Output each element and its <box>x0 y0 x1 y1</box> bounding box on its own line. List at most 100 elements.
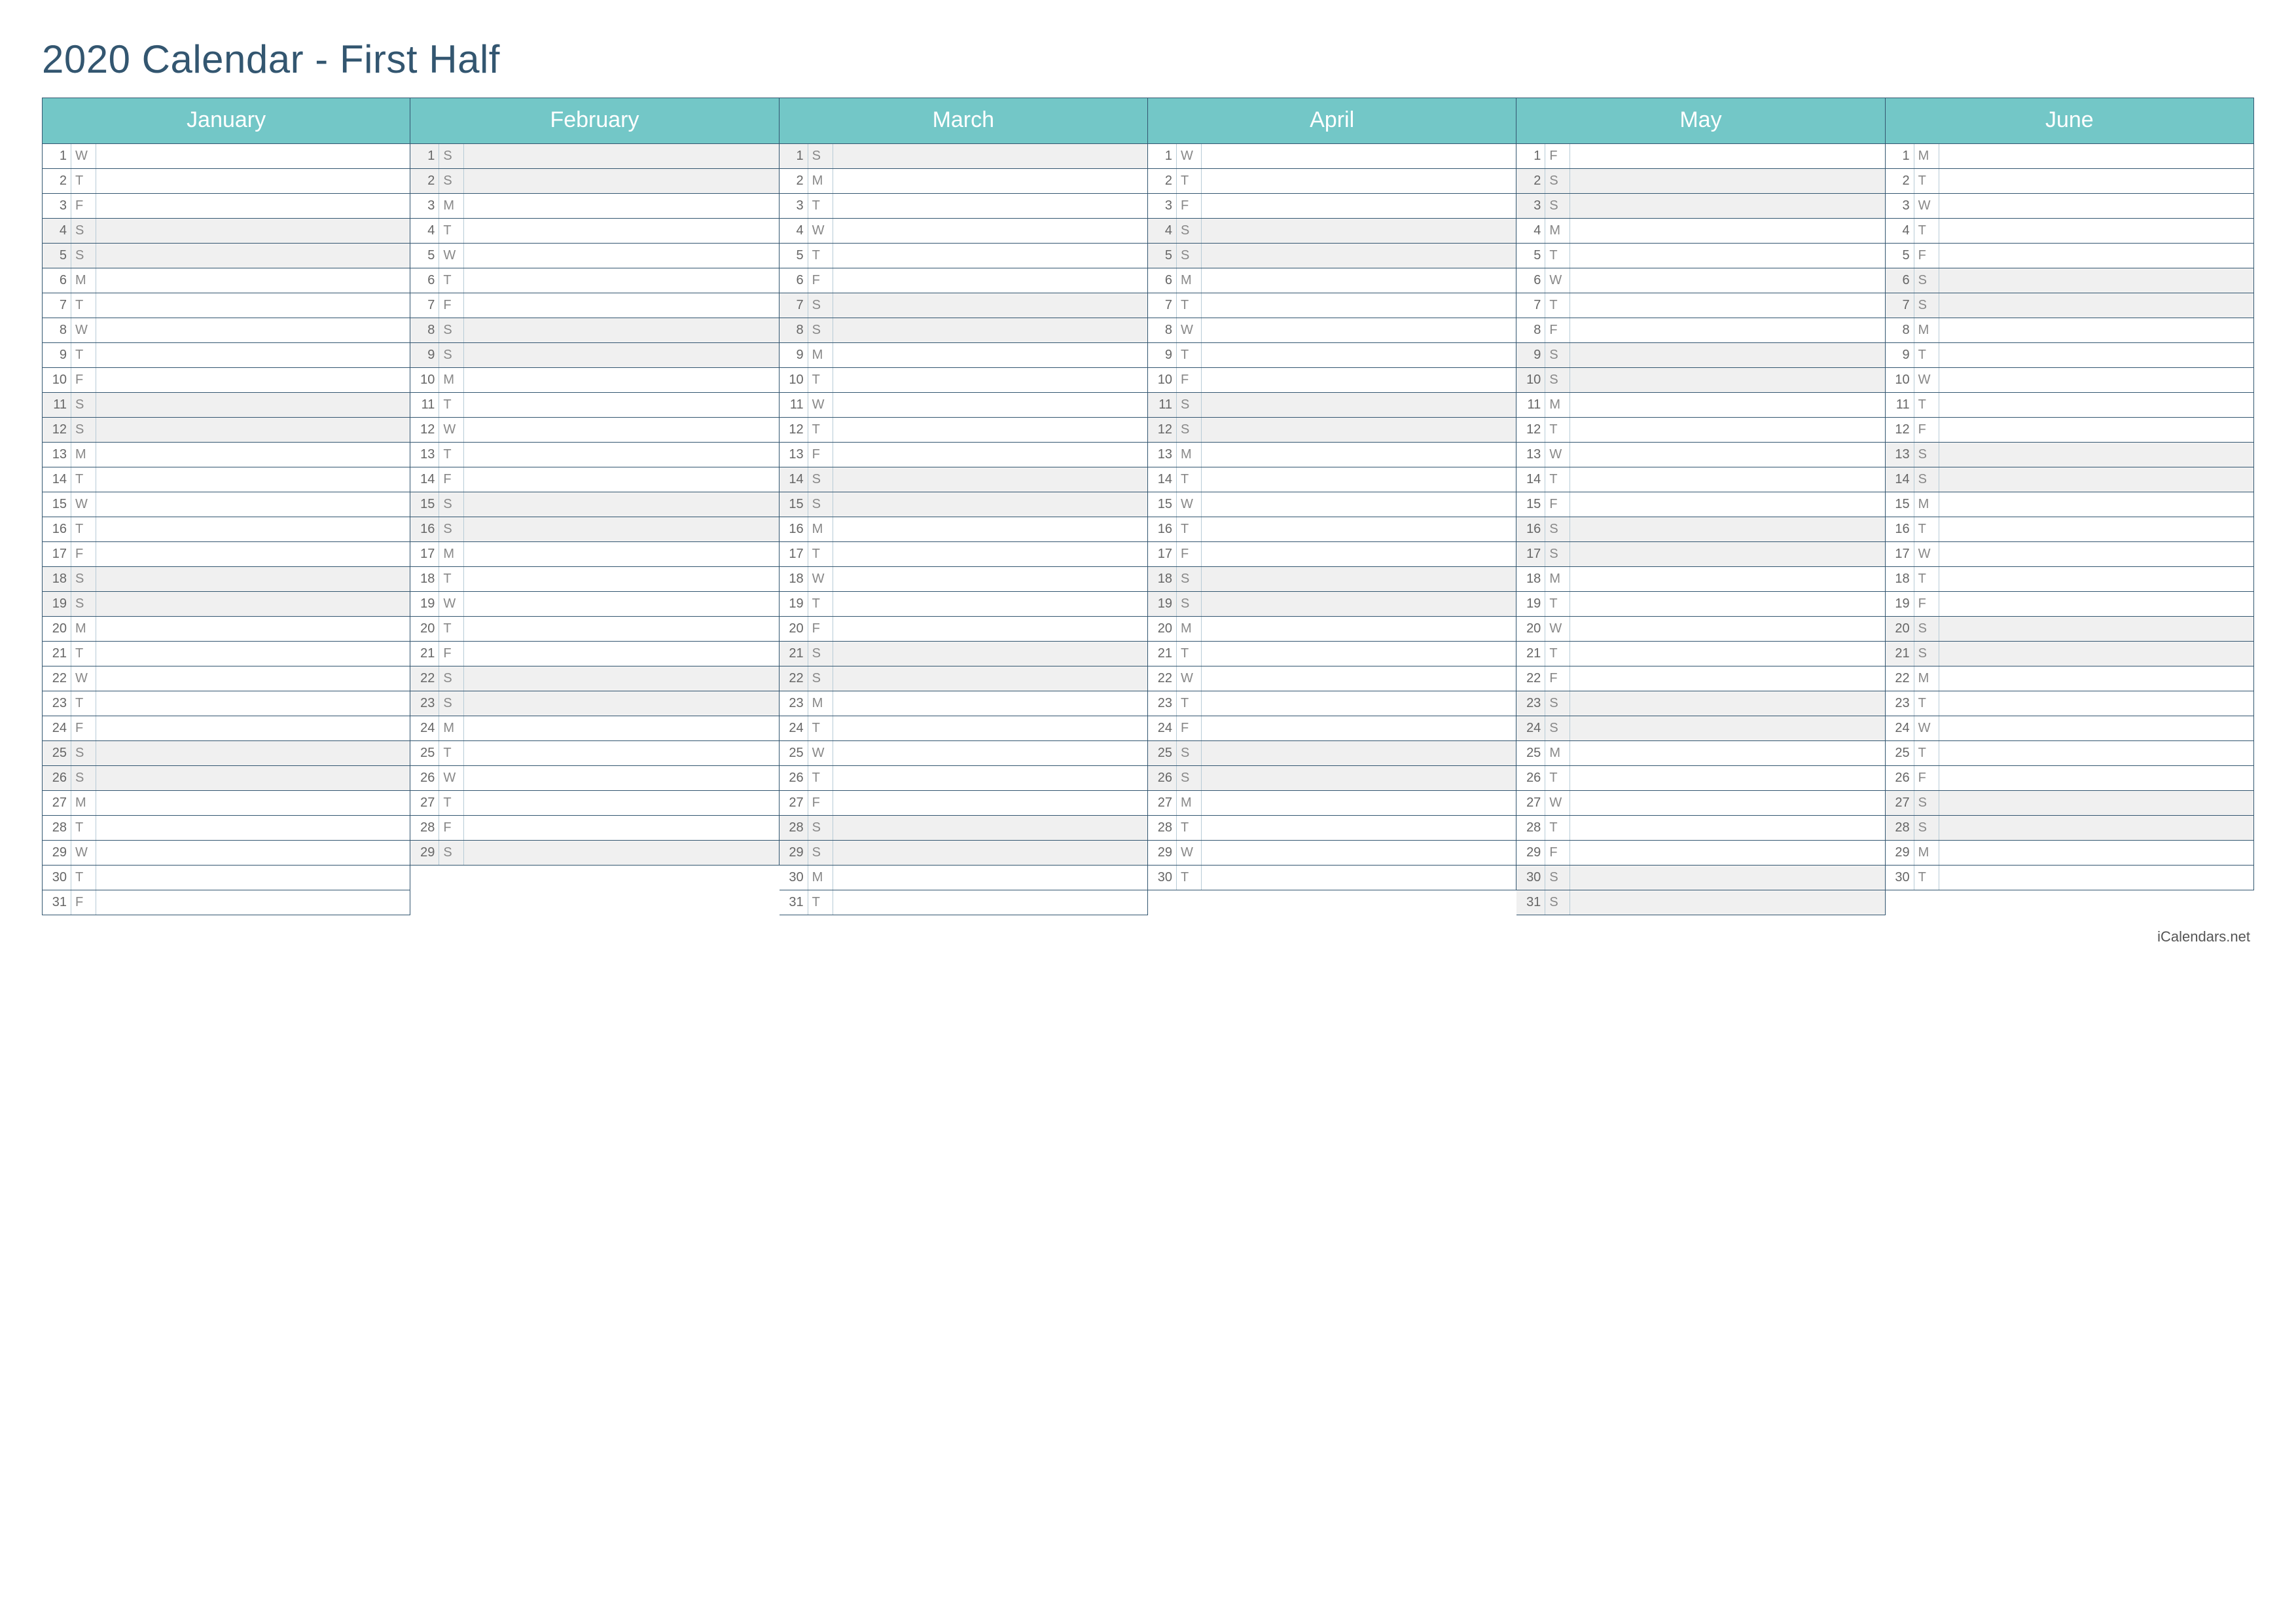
day-row: 3S <box>1516 194 1885 219</box>
day-note-space <box>464 741 778 765</box>
day-of-week: S <box>808 666 833 691</box>
day-of-week: S <box>439 144 464 168</box>
day-of-week: S <box>1914 443 1939 467</box>
day-row: 7S <box>780 293 1148 318</box>
day-number: 18 <box>43 567 71 591</box>
day-of-week: W <box>808 567 833 591</box>
day-note-space <box>1939 642 2253 666</box>
day-of-week: S <box>808 293 833 318</box>
day-number: 10 <box>780 368 808 392</box>
day-number: 4 <box>1886 219 1914 243</box>
day-row: 1M <box>1886 144 2254 169</box>
day-row: 4W <box>780 219 1148 244</box>
day-note-space <box>1202 393 1516 417</box>
day-row: 2T <box>42 169 410 194</box>
day-number: 25 <box>1886 741 1914 765</box>
day-row: 30T <box>1148 866 1516 890</box>
day-note-space <box>1202 443 1516 467</box>
day-of-week: W <box>439 418 464 442</box>
day-note-space <box>96 244 410 268</box>
day-of-week: T <box>71 467 96 492</box>
day-number: 27 <box>410 791 439 815</box>
day-of-week: T <box>1545 467 1570 492</box>
day-number: 10 <box>1148 368 1177 392</box>
day-of-week: W <box>808 393 833 417</box>
day-number: 20 <box>1886 617 1914 641</box>
day-row: 29S <box>410 841 779 866</box>
day-note-space <box>1570 219 1884 243</box>
day-of-week: W <box>808 741 833 765</box>
day-of-week: F <box>439 467 464 492</box>
day-number: 21 <box>43 642 71 666</box>
day-row: 15F <box>1516 492 1885 517</box>
day-number: 28 <box>410 816 439 840</box>
day-number: 23 <box>780 691 808 716</box>
day-number: 21 <box>780 642 808 666</box>
day-number: 5 <box>780 244 808 268</box>
day-note-space <box>1202 741 1516 765</box>
day-note-space <box>1939 368 2253 392</box>
day-note-space <box>1202 866 1516 890</box>
day-row: 11M <box>1516 393 1885 418</box>
day-row: 21T <box>1516 642 1885 666</box>
day-row: 17T <box>780 542 1148 567</box>
day-of-week: T <box>1545 816 1570 840</box>
day-row: 28T <box>1148 816 1516 841</box>
day-row: 12W <box>410 418 779 443</box>
day-of-week: S <box>1177 219 1202 243</box>
day-row: 22M <box>1886 666 2254 691</box>
day-of-week: T <box>1914 866 1939 890</box>
day-of-week: F <box>71 890 96 915</box>
day-number: 22 <box>410 666 439 691</box>
day-row: 27M <box>42 791 410 816</box>
day-row: 23T <box>1886 691 2254 716</box>
day-note-space <box>464 393 778 417</box>
day-row: 20M <box>42 617 410 642</box>
day-row: 8W <box>1148 318 1516 343</box>
day-of-week: F <box>71 716 96 740</box>
day-of-week: S <box>808 467 833 492</box>
day-of-week: M <box>808 169 833 193</box>
day-note-space <box>833 318 1147 342</box>
day-number: 12 <box>43 418 71 442</box>
day-row: 20S <box>1886 617 2254 642</box>
day-of-week: M <box>71 443 96 467</box>
day-note-space <box>1202 617 1516 641</box>
day-row: 29W <box>42 841 410 866</box>
day-note-space <box>96 791 410 815</box>
day-row: 14T <box>1516 467 1885 492</box>
day-number: 12 <box>780 418 808 442</box>
day-note-space <box>1570 194 1884 218</box>
day-row: 11W <box>780 393 1148 418</box>
day-number: 18 <box>410 567 439 591</box>
day-of-week: M <box>71 791 96 815</box>
day-of-week: M <box>1914 841 1939 865</box>
day-of-week: M <box>439 194 464 218</box>
day-of-week: T <box>808 418 833 442</box>
day-number: 27 <box>43 791 71 815</box>
day-number: 1 <box>1148 144 1177 168</box>
day-note-space <box>833 443 1147 467</box>
day-of-week: T <box>71 866 96 890</box>
day-note-space <box>1570 293 1884 318</box>
day-number: 16 <box>1886 517 1914 541</box>
day-note-space <box>1202 542 1516 566</box>
day-row: 16T <box>1886 517 2254 542</box>
day-number: 15 <box>1148 492 1177 517</box>
day-note-space <box>464 492 778 517</box>
day-of-week: T <box>808 890 833 915</box>
day-row: 5W <box>410 244 779 268</box>
day-note-space <box>96 741 410 765</box>
day-number: 7 <box>410 293 439 318</box>
month-column: June1M2T3W4T5F6S7S8M9T10W11T12F13S14S15M… <box>1886 98 2254 915</box>
day-row: 14T <box>42 467 410 492</box>
day-of-week: T <box>1914 219 1939 243</box>
day-number: 23 <box>410 691 439 716</box>
day-row: 11T <box>410 393 779 418</box>
day-of-week: M <box>1545 741 1570 765</box>
day-row: 24T <box>780 716 1148 741</box>
day-number: 8 <box>410 318 439 342</box>
day-of-week: S <box>1914 617 1939 641</box>
day-row: 6W <box>1516 268 1885 293</box>
day-note-space <box>1570 666 1884 691</box>
